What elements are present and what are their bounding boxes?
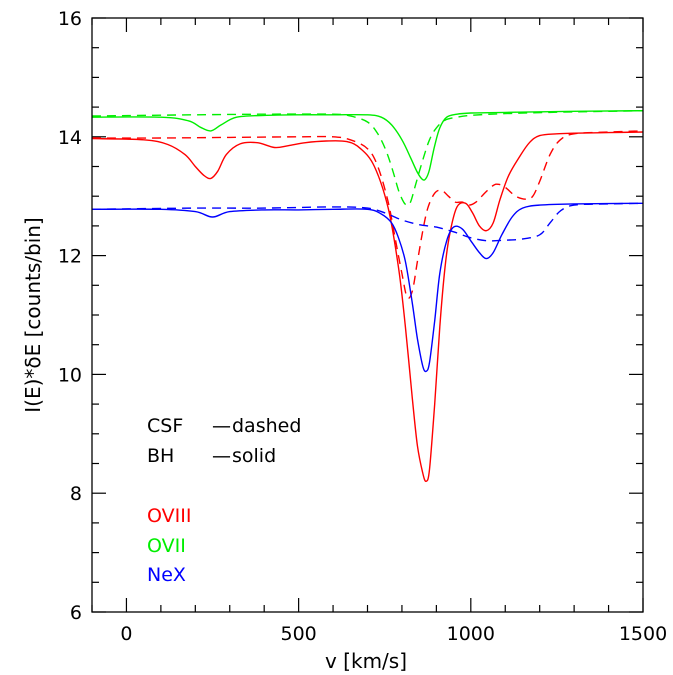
legend-bh-style: solid — [232, 445, 276, 467]
series-layer — [91, 110, 644, 483]
legend-bh-label: BH — [147, 445, 174, 467]
x-tick-label: 500 — [280, 623, 316, 645]
series-legend: OVIII OVII NeX — [147, 505, 191, 586]
y-tick-label: 12 — [58, 246, 82, 268]
y-tick-label: 6 — [70, 602, 82, 624]
x-tick-label: 0 — [120, 623, 132, 645]
legend-csf-label: CSF — [147, 415, 183, 437]
y-tick-label: 16 — [58, 8, 82, 30]
series-line-oviii-solid — [91, 131, 644, 483]
y-axis-title: I(E)*δE [counts/bin] — [21, 217, 45, 413]
series-line-oviii-dashed — [91, 130, 644, 300]
legend-csf-dash: — — [212, 415, 231, 437]
series-line-nex-dashed — [91, 202, 644, 242]
x-tick-label: 1000 — [447, 623, 495, 645]
series-line-ovii-solid — [91, 110, 644, 181]
series-line-nex-solid — [91, 202, 644, 373]
legend-bh-dash: — — [212, 445, 231, 467]
y-tick-label: 10 — [58, 364, 82, 386]
series-line-ovii-dashed — [91, 110, 644, 206]
legend-nex: NeX — [147, 564, 186, 586]
y-tick-label: 14 — [58, 127, 82, 149]
plot-frame — [91, 17, 644, 613]
y-tick-label: 8 — [70, 483, 82, 505]
style-legend: CSF — dashed BH — solid — [147, 415, 301, 467]
tick-labels: 0 500 1000 1500 6 8 10 12 14 16 — [58, 8, 667, 645]
legend-ovii: OVII — [147, 535, 186, 557]
x-axis-title: v [km/s] — [325, 649, 407, 673]
legend-oviii: OVIII — [147, 505, 191, 527]
legend-csf-style: dashed — [232, 415, 301, 437]
x-tick-label: 1500 — [619, 623, 667, 645]
